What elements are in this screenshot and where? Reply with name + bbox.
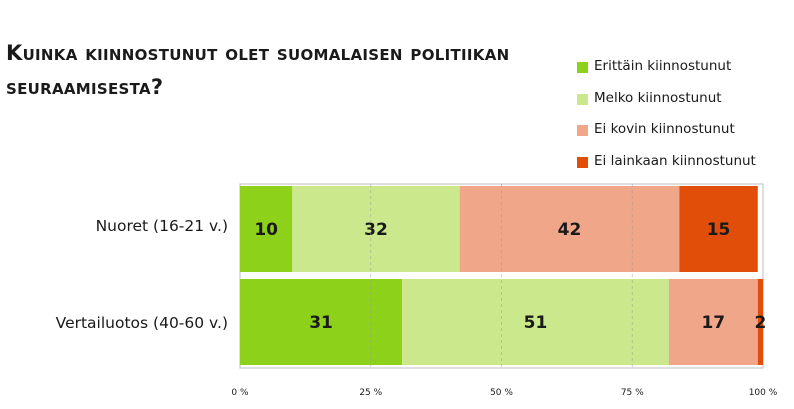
bar-value-label: 51 [524, 313, 548, 333]
bar-value-label: 10 [254, 220, 278, 240]
bar-segment [679, 186, 758, 272]
legend-swatch [577, 93, 588, 105]
bar-segment [402, 279, 669, 365]
bar-segment [292, 186, 460, 272]
x-tick-label: 50 % [490, 388, 513, 398]
category-label-vertailuotos: Vertailuotos (40-60 v.) [55, 314, 228, 332]
bar-value-label: 2 [754, 313, 766, 333]
legend-swatch [577, 62, 588, 73]
x-tick-label: 75 % [621, 388, 644, 398]
bar-segment [668, 279, 758, 365]
legend-label: Melko kiinnostunut [594, 89, 722, 106]
chart-title: Kuinka kiinnostunut olet suomalaisen pol… [6, 41, 510, 99]
bar-segment [757, 279, 763, 365]
legend-swatch [577, 156, 588, 168]
legend-swatch [577, 125, 588, 136]
bar-segment [240, 279, 403, 365]
bar-value-label: 31 [309, 313, 333, 333]
category-label-nuoret: Nuoret (16-21 v.) [95, 217, 228, 235]
x-tick-label: 0 % [231, 388, 249, 398]
x-tick-label: 25 % [359, 388, 382, 398]
legend-label: Ei kovin kiinnostunut [594, 121, 735, 137]
legend-label: Erittäin kiinnostunut [594, 58, 732, 74]
bar-segment [459, 186, 680, 272]
bar-value-label: 42 [558, 220, 582, 240]
bar-value-label: 32 [364, 220, 388, 240]
bar-value-label: 17 [701, 313, 725, 333]
bar-value-label: 15 [707, 220, 731, 240]
legend-label: Ei lainkaan kiinnostunut [594, 152, 756, 169]
x-tick-label: 100 % [749, 388, 778, 398]
bar-segment [240, 186, 293, 272]
